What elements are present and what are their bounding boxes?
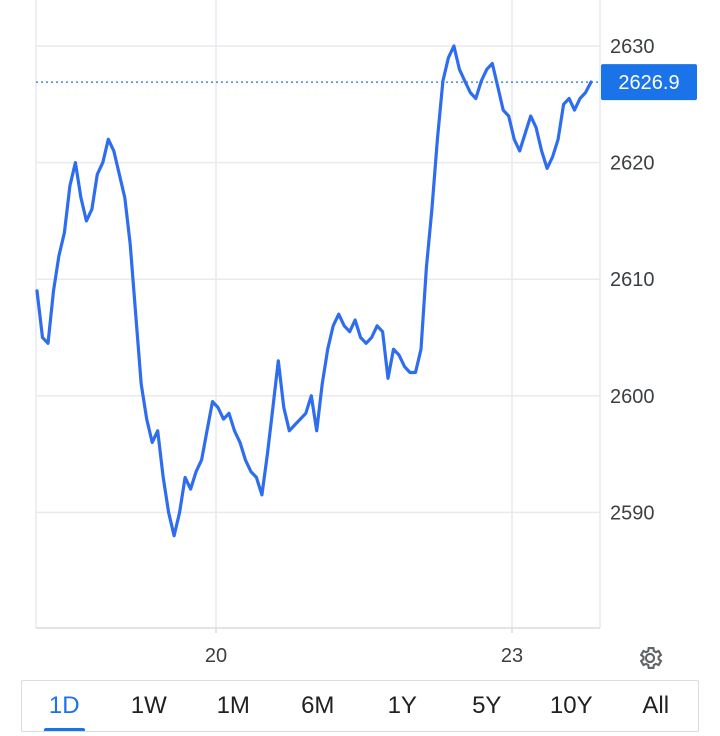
y-tick-label-2600: 2600 bbox=[610, 386, 655, 408]
tab-all[interactable]: All bbox=[642, 692, 670, 719]
price-line bbox=[35, 44, 593, 538]
tab-5y[interactable]: 5Y bbox=[472, 692, 502, 719]
tab-1w[interactable]: 1W bbox=[130, 692, 167, 719]
chart-canvas: 2630 2620 2610 2600 2590 20 23 2626.9 bbox=[35, 0, 697, 667]
x-tick-label-23: 23 bbox=[501, 645, 523, 667]
settings-button[interactable] bbox=[632, 640, 668, 676]
tab-10y[interactable]: 10Y bbox=[549, 692, 593, 719]
price-chart: 2630 2620 2610 2600 2590 20 23 2626.9 bbox=[35, 0, 697, 667]
tab-1d[interactable]: 1D bbox=[22, 681, 107, 731]
y-tick-label-2620: 2620 bbox=[610, 153, 655, 175]
gear-icon bbox=[639, 647, 663, 669]
tab-1y[interactable]: 1Y bbox=[387, 692, 417, 719]
y-tick-label-2610: 2610 bbox=[610, 269, 655, 291]
last-value-label: 2626.9 bbox=[618, 72, 679, 94]
time-range-tabs: 1D 1W 1M 6M 1Y 5Y 10Y All bbox=[21, 680, 699, 732]
x-tick-label-20: 20 bbox=[205, 645, 227, 667]
tab-6m[interactable]: 6M bbox=[301, 692, 335, 719]
tab-1m[interactable]: 1M bbox=[216, 692, 250, 719]
last-value-tag bbox=[601, 64, 697, 101]
y-tick-label-2630: 2630 bbox=[610, 36, 655, 58]
y-tick-label-2590: 2590 bbox=[610, 502, 655, 524]
